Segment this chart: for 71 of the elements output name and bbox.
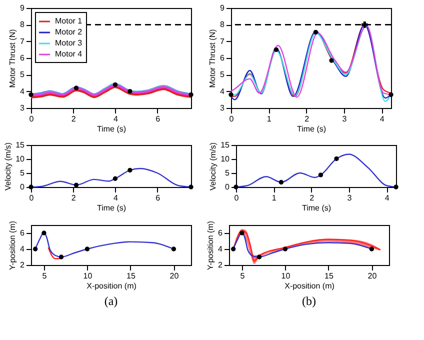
y-tick-label: 9: [20, 4, 26, 12]
x-tick-label: 1: [266, 114, 272, 124]
y-axis-title: Velocity (m/s): [208, 142, 218, 191]
x-tick-label: 4: [113, 114, 118, 124]
x-axis-title: X-position (m): [284, 282, 335, 290]
y-tick-label: 4: [20, 244, 26, 254]
x-tick-label: 20: [170, 272, 180, 280]
legend-label: Motor 4: [55, 50, 83, 58]
x-tick-label: 20: [368, 272, 378, 280]
x-axis-title: Time (s): [96, 204, 126, 212]
y-tick-label: 5: [20, 70, 26, 80]
y-tick-label: 4: [20, 86, 26, 96]
x-tick-label: 0: [29, 194, 34, 202]
x-tick-label: 4: [380, 114, 385, 124]
x-axis-title: Time (s): [96, 124, 126, 134]
x-tick-label: 15: [126, 272, 136, 280]
y-tick-label: 2: [218, 260, 224, 270]
y-tick-label: 7: [220, 36, 226, 46]
x-axis-title: Time (s): [296, 124, 326, 134]
legend-label: Motor 3: [55, 38, 83, 48]
x-tick-label: 2: [310, 194, 315, 202]
x-tick-label: 3: [342, 114, 348, 124]
y-axis-title: Velocity (m/s): [4, 142, 13, 191]
y-tick-label: 6: [218, 228, 224, 238]
x-tick-label: 15: [324, 272, 334, 280]
x-tick-label: 0: [29, 114, 34, 124]
x-tick-label: 4: [384, 194, 390, 202]
x-tick-label: 2: [71, 194, 76, 202]
y-tick-label: 10: [220, 154, 230, 164]
y-tick-label: 7: [20, 36, 26, 46]
x-tick-label: 6: [156, 194, 161, 202]
y-tick-label: 10: [16, 154, 26, 164]
y-tick-label: 15: [220, 140, 230, 150]
x-tick-label: 5: [42, 272, 48, 280]
y-tick-label: 2: [20, 260, 26, 270]
y-axis-title: Motor Thrust (N): [8, 28, 18, 88]
y-tick-label: 4: [218, 244, 224, 254]
y-axis-title: Y-position (m): [206, 220, 216, 270]
y-tick-label: 8: [20, 20, 26, 30]
y-tick-label: 4: [220, 86, 226, 96]
y-tick-label: 5: [20, 168, 26, 178]
y-tick-label: 3: [220, 104, 226, 112]
y-tick-label: 8: [220, 20, 226, 30]
x-tick-label: 1: [272, 194, 277, 202]
x-tick-label: 5: [240, 272, 246, 280]
y-tick-label: 5: [225, 168, 230, 178]
x-tick-label: 3: [347, 194, 352, 202]
x-tick-label: 4: [113, 194, 118, 202]
x-tick-label: 10: [281, 272, 291, 280]
text: (b): [302, 294, 316, 308]
y-tick-label: 15: [16, 140, 26, 150]
x-tick-label: 2: [304, 114, 310, 124]
y-tick-label: 5: [220, 70, 226, 80]
y-tick-label: 9: [220, 4, 226, 12]
x-axis-title: Time (s): [302, 204, 332, 212]
y-tick-label: 6: [20, 228, 26, 238]
legend-label: Motor 1: [55, 16, 83, 26]
x-tick-label: 6: [156, 114, 161, 124]
text: (a): [104, 294, 118, 308]
x-tick-label: 10: [83, 272, 93, 280]
y-tick-label: 6: [220, 54, 226, 62]
y-axis-title: Y-position (m): [8, 220, 18, 270]
y-axis-title: Motor Thrust (N): [208, 28, 218, 88]
x-axis-title: X-position (m): [86, 282, 137, 290]
y-tick-label: 6: [20, 54, 26, 62]
y-tick-label: 0: [20, 182, 26, 192]
y-tick-label: 3: [20, 104, 26, 112]
legend-label: Motor 2: [55, 28, 83, 36]
x-tick-label: 0: [234, 194, 240, 202]
y-tick-label: 0: [225, 182, 230, 192]
x-tick-label: 2: [71, 114, 76, 124]
